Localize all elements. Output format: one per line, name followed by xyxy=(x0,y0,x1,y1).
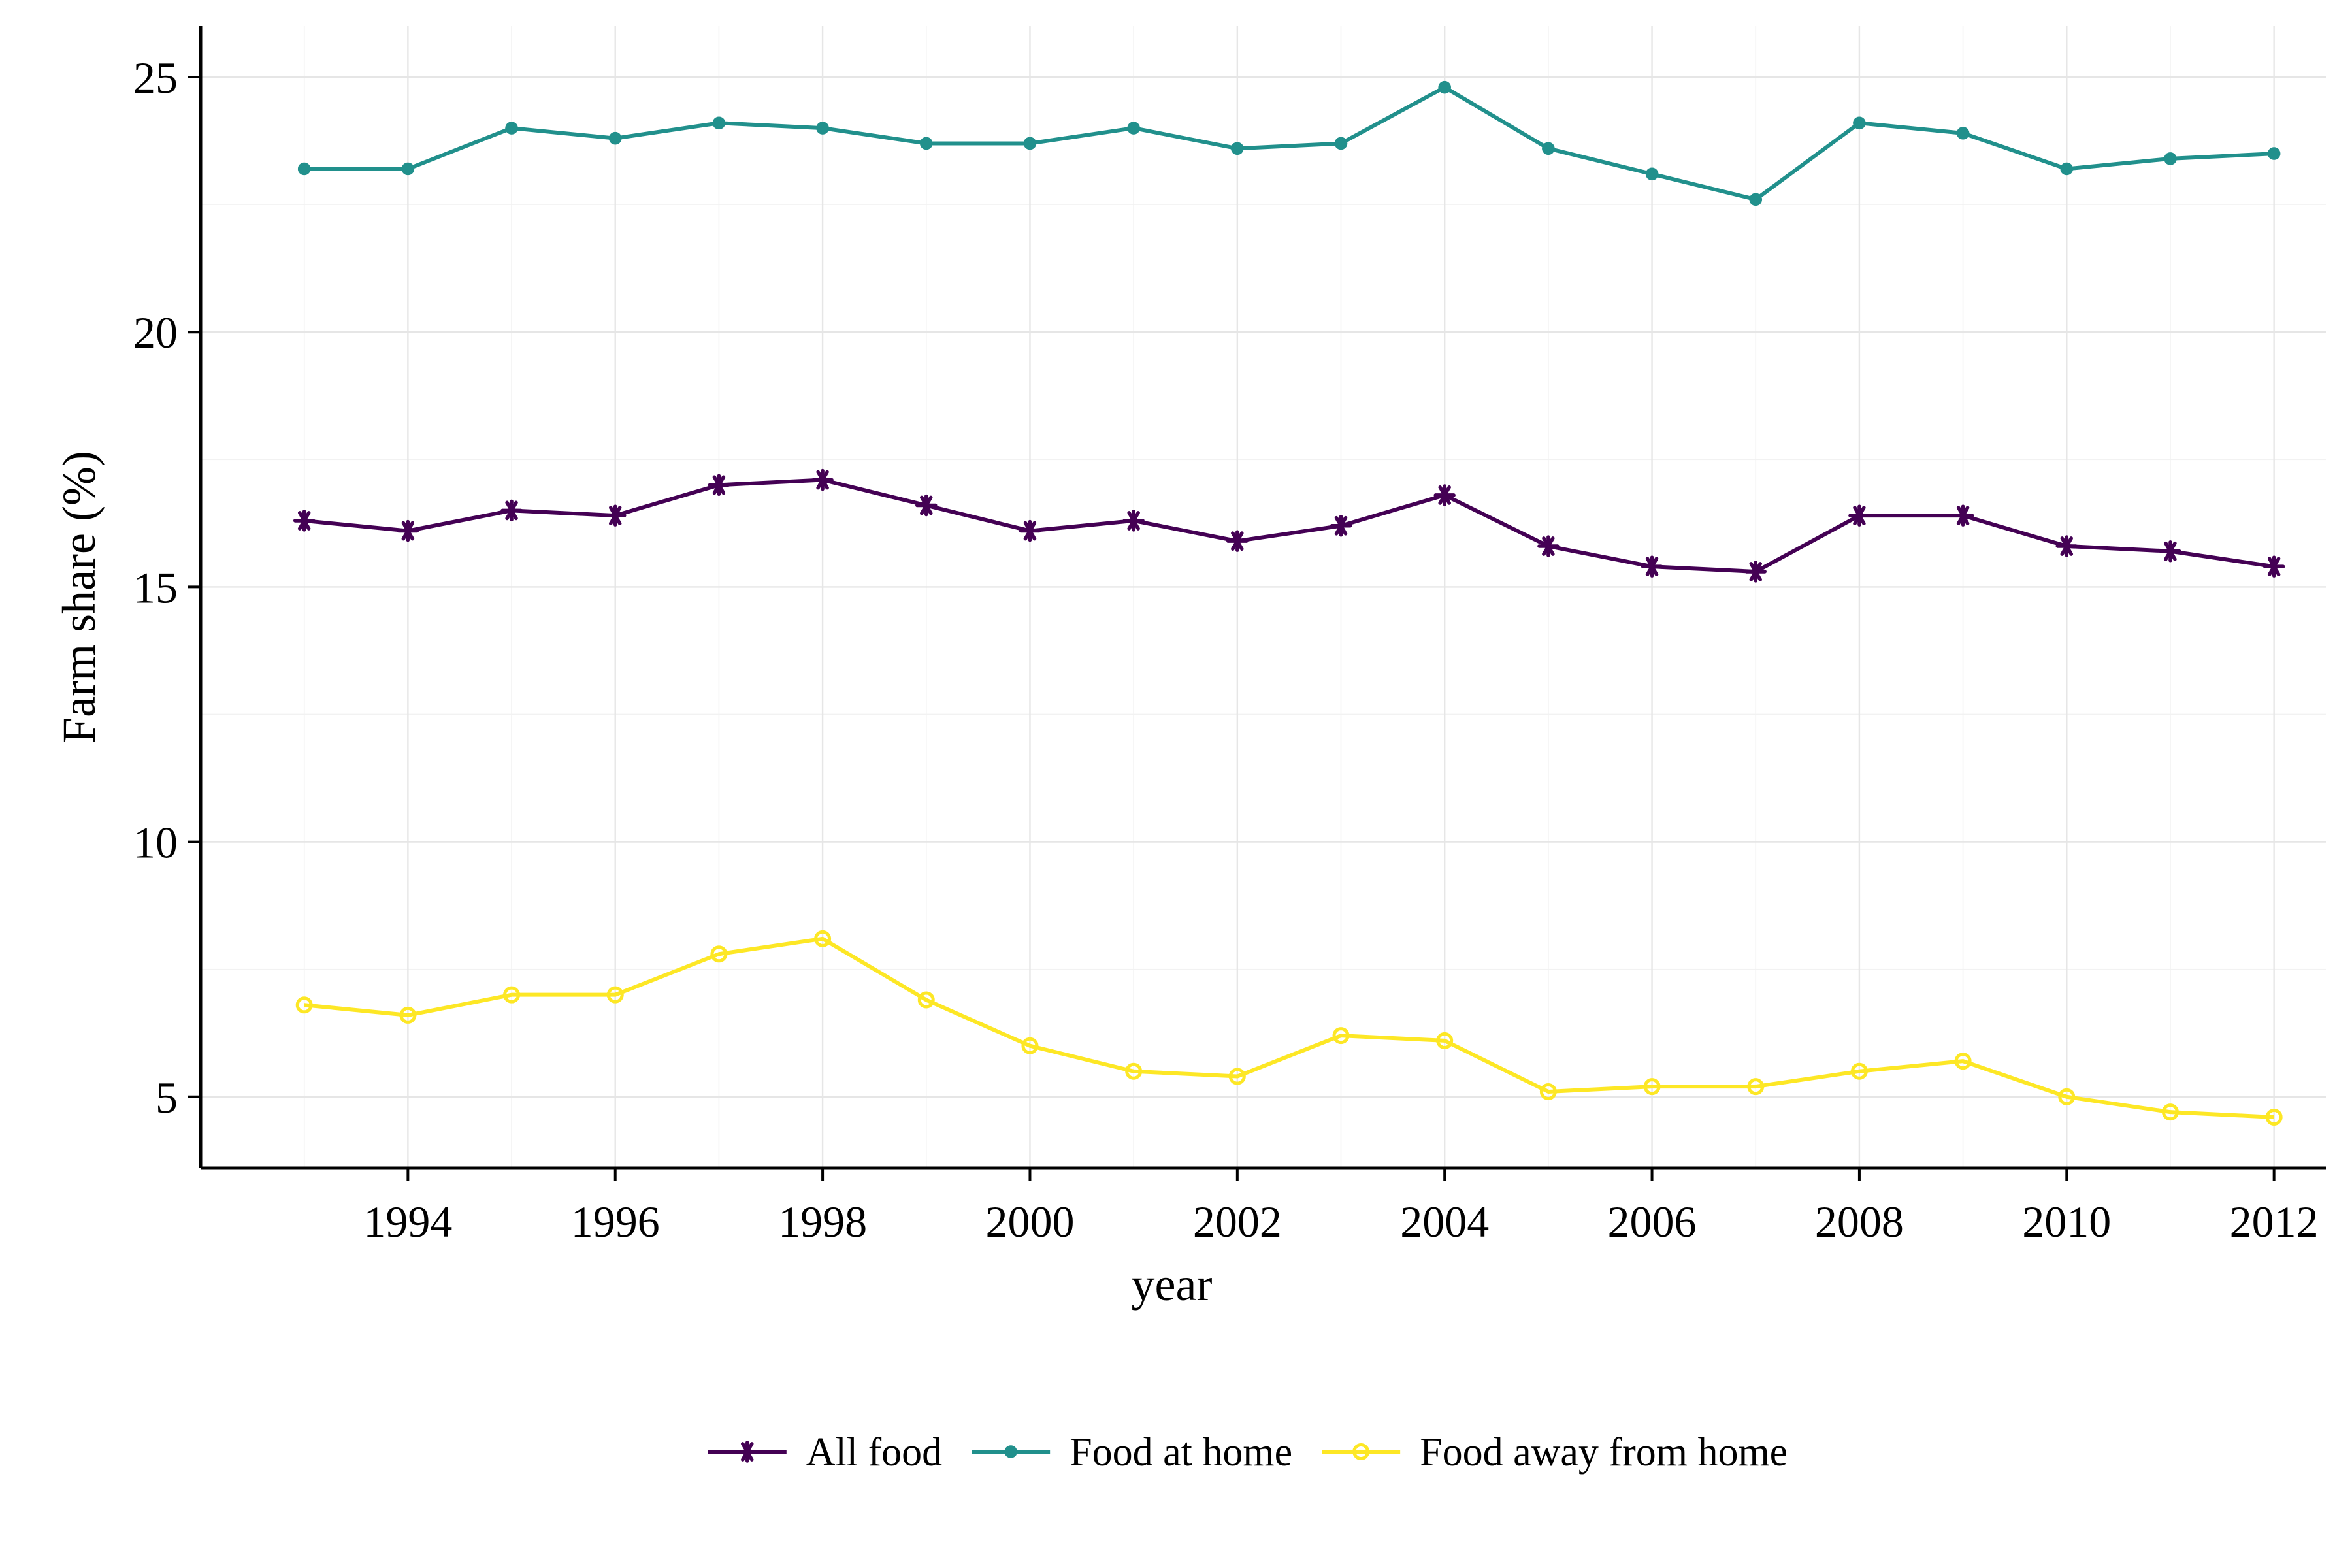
asterisk-marker xyxy=(1848,504,1870,527)
open-circle-marker xyxy=(606,986,624,1004)
legend-item-all-food: All food xyxy=(708,1430,942,1475)
grid xyxy=(200,26,2326,1168)
open-circle-marker xyxy=(1125,1062,1143,1080)
dot-marker xyxy=(1127,122,1140,135)
asterisk-marker xyxy=(2262,555,2285,578)
ticks: 1994 1996 1998 2000 2002 2004 2006 2008 2010 2012… xyxy=(133,53,2319,1247)
legend-item-food-away-from-home: Food away from home xyxy=(1322,1430,1788,1475)
legend-label: Food at home xyxy=(1070,1430,1292,1475)
series-line-food-at-home xyxy=(304,85,2274,202)
dot-marker xyxy=(919,137,933,150)
asterisk-marker xyxy=(915,494,938,517)
asterisk-marker xyxy=(1433,484,1456,506)
dot-marker xyxy=(2060,162,2074,176)
asterisk-marker xyxy=(1537,535,1560,557)
asterisk-marker xyxy=(2055,535,2078,557)
asterisk-marker xyxy=(1641,555,1663,578)
x-tick-label: 2002 xyxy=(1193,1197,1282,1247)
series-all-food xyxy=(293,468,2285,583)
dot-marker xyxy=(505,122,518,135)
open-circle-marker xyxy=(295,996,313,1014)
dot-marker xyxy=(608,131,622,145)
x-tick-label: 2006 xyxy=(1608,1197,1697,1247)
axes xyxy=(199,26,2326,1170)
x-tick-label: 2008 xyxy=(1815,1197,1904,1247)
legend: All food Food at home Food away from home xyxy=(708,1430,1788,1475)
asterisk-marker xyxy=(500,499,523,522)
y-tick-label: 25 xyxy=(133,53,178,103)
open-circle-marker xyxy=(2161,1103,2179,1121)
x-axis-title: year xyxy=(1132,1258,1213,1311)
open-circle-marker xyxy=(1643,1078,1661,1096)
open-circle-marker xyxy=(1747,1078,1765,1096)
x-tick-label: 1996 xyxy=(571,1197,660,1247)
dot-marker xyxy=(712,116,726,130)
asterisk-marker xyxy=(2159,540,2181,563)
dot-marker xyxy=(2267,147,2281,160)
series-group xyxy=(293,80,2285,1126)
open-circle-marker xyxy=(710,945,728,963)
y-tick-label: 20 xyxy=(133,308,178,357)
dot-marker xyxy=(1542,142,1555,155)
open-circle-marker xyxy=(1436,1032,1454,1049)
dot-marker xyxy=(1231,142,1244,155)
y-axis-title: Farm share (%) xyxy=(53,451,105,743)
asterisk-marker xyxy=(293,510,316,532)
dot-marker xyxy=(1749,193,1763,206)
asterisk-marker xyxy=(811,468,834,491)
asterisk-marker xyxy=(1226,530,1249,552)
asterisk-marker xyxy=(1122,510,1145,532)
dot-marker xyxy=(1853,116,1866,130)
dot-marker xyxy=(1956,127,1970,140)
open-circle-marker xyxy=(2265,1108,2283,1126)
y-tick-label: 5 xyxy=(155,1073,178,1122)
open-circle-marker xyxy=(917,991,935,1009)
open-circle-marker xyxy=(1539,1083,1557,1100)
x-tick-label: 2000 xyxy=(985,1197,1074,1247)
open-circle-marker xyxy=(399,1006,417,1024)
asterisk-marker xyxy=(1019,519,1041,542)
dot-marker xyxy=(1645,167,1659,181)
dot-marker xyxy=(1023,137,1037,150)
open-circle-marker xyxy=(2058,1088,2076,1105)
open-circle-marker xyxy=(1954,1053,1972,1070)
asterisk-marker xyxy=(1744,561,1767,583)
open-circle-marker xyxy=(503,986,521,1004)
open-circle-marker xyxy=(1021,1037,1039,1054)
dot-marker xyxy=(1438,80,1451,94)
dot-marker xyxy=(2164,152,2177,165)
open-circle-marker xyxy=(1352,1443,1370,1460)
x-tick-label: 2010 xyxy=(2022,1197,2111,1247)
dot-marker xyxy=(1004,1445,1017,1458)
series-food-at-home xyxy=(297,80,2281,206)
open-circle-marker xyxy=(814,930,832,947)
dot-marker xyxy=(1334,137,1348,150)
x-tick-label: 2004 xyxy=(1400,1197,1489,1247)
asterisk-marker xyxy=(1952,504,1974,527)
legend-label: All food xyxy=(806,1430,942,1475)
legend-item-food-at-home: Food at home xyxy=(972,1430,1292,1475)
dot-marker xyxy=(297,162,311,176)
y-tick-label: 15 xyxy=(133,563,178,612)
asterisk-marker xyxy=(708,474,730,497)
asterisk-marker xyxy=(397,519,419,542)
asterisk-marker xyxy=(604,504,627,527)
series-food-away-from-home xyxy=(295,930,2283,1126)
series-line-food-away-from-home xyxy=(304,936,2274,1119)
x-tick-label: 1994 xyxy=(363,1197,452,1247)
dot-marker xyxy=(401,162,415,176)
legend-label: Food away from home xyxy=(1420,1430,1788,1475)
y-tick-label: 10 xyxy=(133,818,178,868)
x-tick-label: 1998 xyxy=(778,1197,867,1247)
series-line-all-food xyxy=(304,478,2275,574)
open-circle-marker xyxy=(1228,1068,1246,1085)
dot-marker xyxy=(816,122,829,135)
open-circle-marker xyxy=(1850,1062,1868,1080)
asterisk-marker xyxy=(1330,515,1352,537)
x-tick-label: 2012 xyxy=(2230,1197,2319,1247)
open-circle-marker xyxy=(1332,1027,1350,1045)
asterisk-marker xyxy=(736,1441,759,1463)
